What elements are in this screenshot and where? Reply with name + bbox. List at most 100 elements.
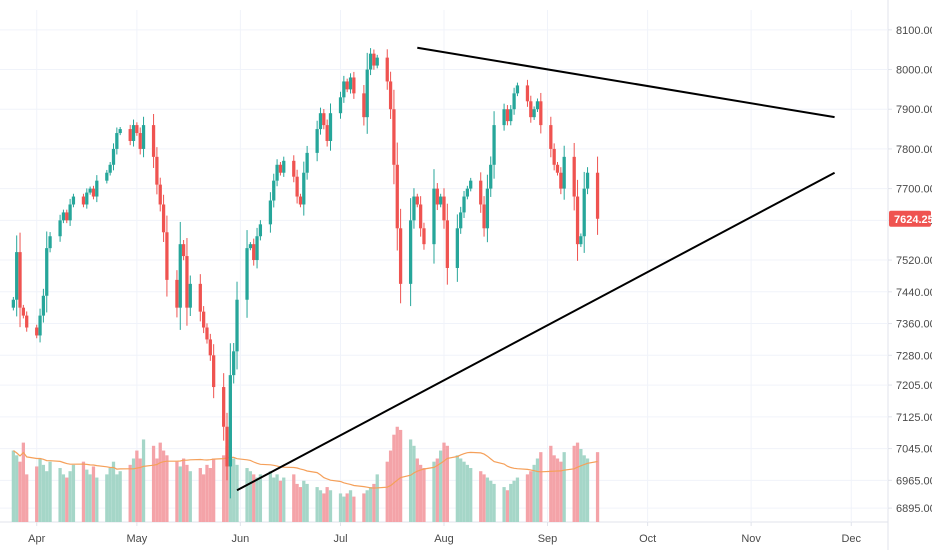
candle	[302, 161, 306, 216]
volume-bar	[131, 458, 136, 522]
candle-body	[202, 311, 206, 328]
candle	[252, 238, 256, 266]
volume-bar	[318, 490, 323, 522]
candle	[415, 193, 419, 208]
volume-bar	[188, 471, 192, 522]
candle-body	[388, 81, 393, 110]
candle	[562, 145, 566, 200]
volume-bar	[158, 442, 162, 522]
volume-bar	[505, 490, 510, 522]
candle-body	[552, 148, 556, 165]
candle-body	[21, 307, 26, 316]
volume-bar	[549, 445, 553, 522]
candle	[151, 113, 156, 168]
candle-body	[131, 125, 136, 141]
candle-body	[455, 228, 459, 268]
candle	[375, 54, 379, 69]
candle-body	[188, 283, 192, 308]
y-tick-label: 6965.00	[896, 475, 932, 487]
candle-body	[302, 172, 306, 205]
candle	[128, 124, 132, 146]
candle-body	[185, 256, 189, 308]
candle-body	[268, 200, 273, 225]
volume-bar	[582, 455, 586, 522]
volume-bar	[65, 477, 69, 522]
volume-bar	[385, 461, 389, 522]
candle-body	[482, 204, 486, 229]
volume-bar	[302, 480, 306, 522]
candle	[245, 230, 249, 318]
candle-body	[395, 164, 399, 229]
trendline-resistance[interactable]	[417, 46, 835, 119]
volume-bar	[135, 450, 139, 522]
candle-body	[108, 164, 112, 173]
candle	[462, 190, 466, 218]
candle-body	[205, 327, 209, 340]
candle	[559, 167, 563, 195]
candle	[482, 196, 486, 237]
candle-body	[222, 387, 226, 427]
candle-body	[292, 160, 296, 177]
volume-bar	[435, 458, 439, 522]
candle	[225, 412, 229, 481]
candle	[315, 120, 319, 162]
candle-body	[392, 109, 396, 165]
candle-body	[515, 85, 520, 94]
volume-bar	[395, 426, 399, 522]
volume-bar	[272, 477, 276, 522]
candle	[111, 143, 116, 171]
candle	[512, 87, 516, 115]
candle	[91, 185, 96, 200]
candle-body	[398, 228, 403, 284]
volume-bar	[375, 474, 379, 522]
candle-body	[155, 156, 159, 185]
candle-body	[228, 375, 232, 467]
volume-bar	[292, 474, 296, 522]
candle	[582, 171, 586, 253]
candle	[228, 343, 232, 499]
volume-bar	[118, 471, 122, 522]
volume-bar	[48, 461, 52, 522]
volume-ma-line	[13, 450, 598, 489]
candle-body	[11, 299, 15, 308]
candle	[21, 304, 26, 319]
trendlines[interactable]	[236, 46, 836, 492]
candle	[418, 196, 423, 237]
x-tick-label: Oct	[639, 533, 656, 545]
candle	[248, 242, 253, 251]
volume-bar	[71, 464, 76, 522]
volume-bar	[165, 455, 169, 522]
y-tick-label: 7440.00	[896, 287, 932, 299]
candle	[185, 238, 189, 326]
candle-body	[479, 180, 483, 205]
candle	[155, 147, 159, 195]
candle	[322, 109, 326, 130]
candle	[552, 143, 556, 171]
candle	[71, 193, 76, 208]
x-tick-label: Nov	[741, 533, 761, 545]
candle	[395, 142, 399, 251]
y-axis: 8100.008000.007900.007800.007700.007620.…	[888, 25, 932, 515]
volume-bar	[278, 480, 283, 522]
candle	[388, 71, 393, 119]
volume-bar	[205, 464, 209, 522]
candle	[442, 188, 446, 229]
volume-bar	[462, 461, 466, 522]
candle	[88, 186, 92, 195]
candle-body	[208, 339, 212, 356]
trendline-support[interactable]	[236, 171, 836, 492]
volume-bar	[575, 442, 580, 522]
candle-body	[442, 196, 446, 221]
candle-body	[128, 129, 132, 141]
candle-body	[562, 156, 566, 189]
candle	[479, 172, 483, 213]
candle-body	[41, 295, 46, 316]
candle-body	[435, 188, 439, 205]
candle-body	[118, 129, 122, 134]
x-tick-label: Aug	[434, 533, 454, 545]
volume-bar	[418, 464, 423, 522]
candle	[18, 232, 22, 328]
candle-body	[81, 196, 86, 205]
candle-body	[151, 125, 156, 157]
